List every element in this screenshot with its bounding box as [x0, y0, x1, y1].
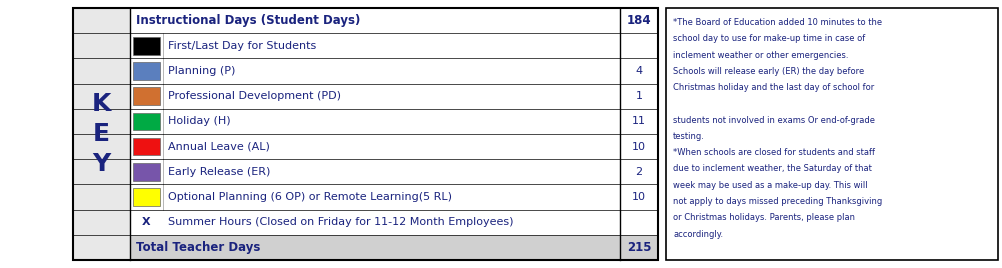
Text: Holiday (H): Holiday (H)	[167, 116, 230, 126]
Bar	[133, 163, 159, 181]
Text: Annual Leave (AL): Annual Leave (AL)	[167, 142, 270, 152]
Text: students not involved in exams Or end-of-grade: students not involved in exams Or end-of…	[672, 116, 874, 125]
Text: 10: 10	[631, 192, 645, 202]
Text: Christmas holiday and the last day of school for: Christmas holiday and the last day of sc…	[672, 83, 874, 92]
Text: *The Board of Education added 10 minutes to the: *The Board of Education added 10 minutes…	[672, 18, 881, 27]
Text: school day to use for make-up time in case of: school day to use for make-up time in ca…	[672, 34, 865, 43]
Bar	[73, 8, 130, 260]
Text: accordingly.: accordingly.	[672, 230, 722, 239]
Text: 11: 11	[631, 116, 645, 126]
Text: Planning (P): Planning (P)	[167, 66, 235, 76]
Text: Total Teacher Days: Total Teacher Days	[136, 241, 261, 254]
Text: or Christmas holidays. Parents, please plan: or Christmas holidays. Parents, please p…	[672, 213, 854, 222]
Text: testing.: testing.	[672, 132, 704, 141]
Bar	[133, 37, 159, 55]
Bar	[133, 87, 159, 105]
Bar	[73, 8, 657, 260]
Bar	[133, 113, 159, 130]
Text: Summer Hours (Closed on Friday for 11-12 Month Employees): Summer Hours (Closed on Friday for 11-12…	[167, 217, 513, 227]
Text: Optional Planning (6 OP) or Remote Learning(5 RL): Optional Planning (6 OP) or Remote Learn…	[167, 192, 452, 202]
Bar	[133, 62, 159, 80]
Text: 4: 4	[635, 66, 642, 76]
Text: week may be used as a make-up day. This will: week may be used as a make-up day. This …	[672, 181, 867, 190]
Text: 215: 215	[626, 241, 650, 254]
Text: 184: 184	[626, 14, 650, 27]
Text: 10: 10	[631, 142, 645, 152]
Text: due to inclement weather, the Saturday of that: due to inclement weather, the Saturday o…	[672, 165, 871, 173]
Text: Early Release (ER): Early Release (ER)	[167, 167, 271, 177]
Bar	[130, 235, 657, 260]
Text: 1: 1	[635, 91, 642, 101]
Bar	[665, 8, 997, 260]
Bar	[133, 138, 159, 155]
Text: *When schools are closed for students and staff: *When schools are closed for students an…	[672, 148, 874, 157]
Text: Schools will release early (ER) the day before: Schools will release early (ER) the day …	[672, 67, 864, 76]
Bar	[133, 188, 159, 206]
Text: First/Last Day for Students: First/Last Day for Students	[167, 41, 316, 51]
Text: 2: 2	[635, 167, 642, 177]
Text: K
E
Y: K E Y	[92, 92, 111, 176]
Text: Professional Development (PD): Professional Development (PD)	[167, 91, 341, 101]
Text: Instructional Days (Student Days): Instructional Days (Student Days)	[136, 14, 360, 27]
Text: inclement weather or other emergencies.: inclement weather or other emergencies.	[672, 51, 848, 59]
Text: not apply to days missed preceding Thanksgiving: not apply to days missed preceding Thank…	[672, 197, 882, 206]
Text: X: X	[142, 217, 150, 227]
